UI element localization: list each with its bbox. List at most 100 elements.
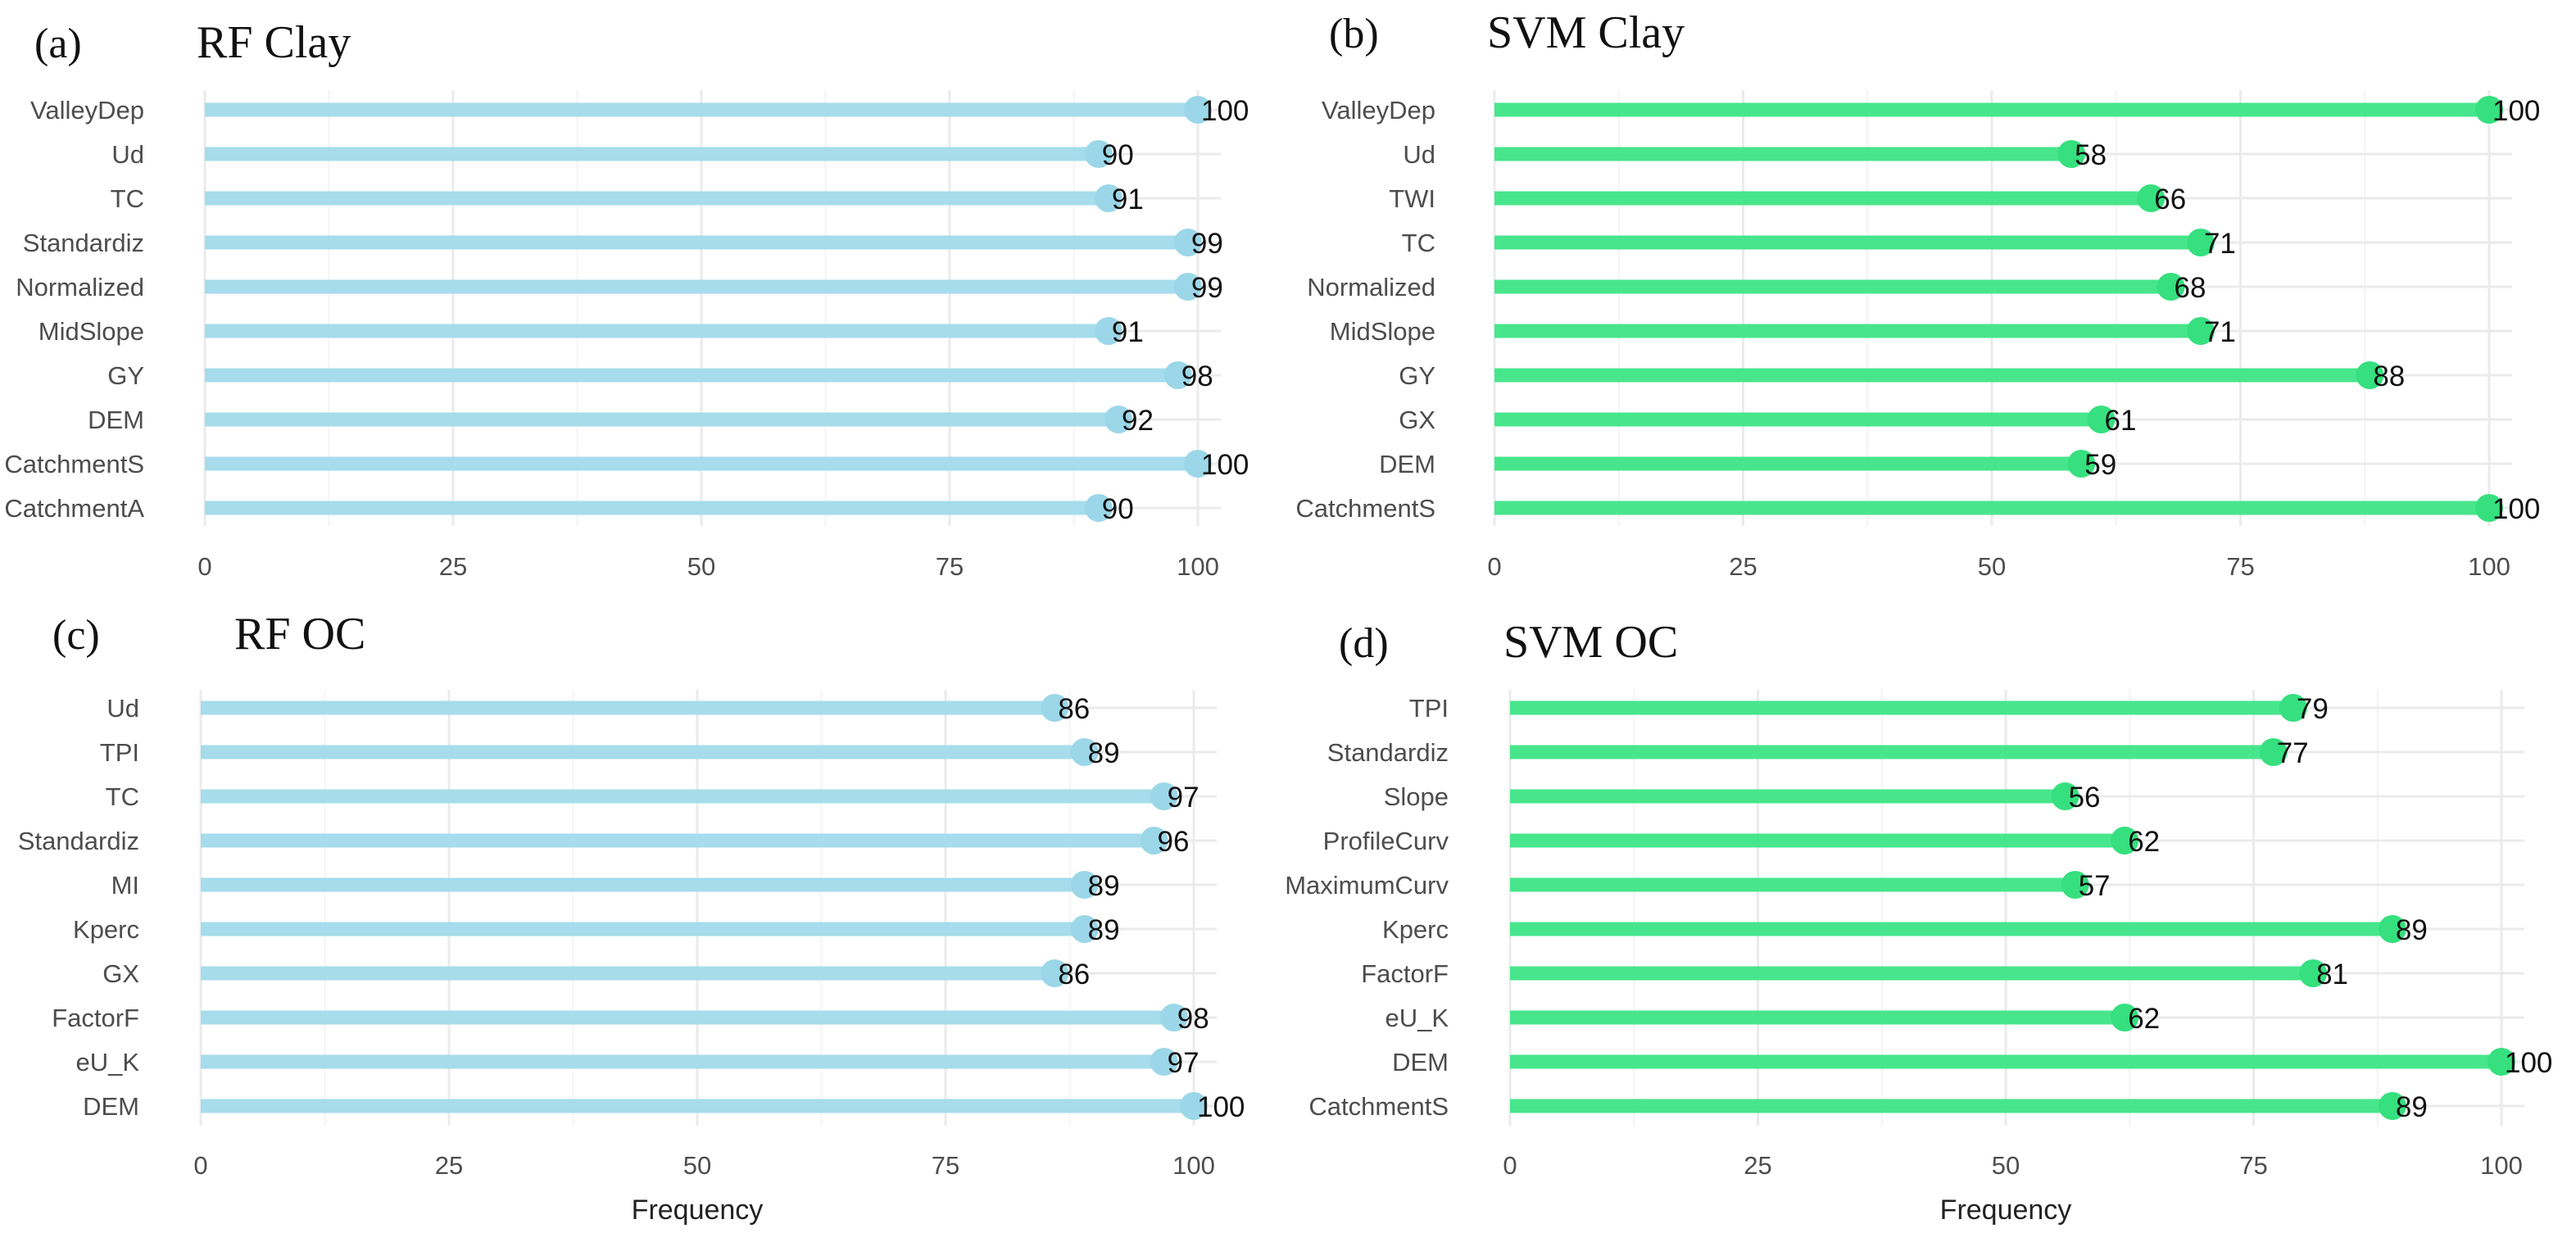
data-label: 100 <box>2492 493 2540 525</box>
data-label: 79 <box>2297 693 2329 725</box>
lollipop-point <box>2378 915 2406 943</box>
data-label: 89 <box>2396 914 2428 946</box>
lollipop-point <box>2061 871 2089 899</box>
data-label: 88 <box>2373 360 2405 392</box>
lollipop-point <box>1070 915 1099 943</box>
category-label: GY <box>107 361 144 390</box>
data-label: 57 <box>2079 870 2111 902</box>
x-tick-label: 100 <box>1172 1151 1215 1180</box>
data-label: 100 <box>1201 449 1249 481</box>
x-tick-label: 50 <box>1992 1151 2020 1180</box>
x-tick-label: 100 <box>2480 1151 2523 1180</box>
category-label: Standardiz <box>18 827 139 855</box>
category-label: MidSlope <box>1330 317 1435 346</box>
data-label: 100 <box>2492 95 2540 127</box>
category-label: ProfileCurv <box>1323 827 1449 855</box>
category-label: Kperc <box>73 915 139 944</box>
chart-title: SVM OC <box>1503 617 1678 668</box>
x-tick-label: 25 <box>439 552 467 581</box>
data-label: 90 <box>1102 493 1134 525</box>
data-label: 100 <box>1201 95 1249 127</box>
panel-d: 0 25 50 75 100 TPI 79 Standardiz 77 Slope 56 Profil… <box>1285 617 2552 1226</box>
lollipop-point <box>1173 273 1202 301</box>
data-label: 99 <box>1191 228 1223 260</box>
data-label: 56 <box>2069 782 2101 814</box>
category-label: DEM <box>83 1092 139 1121</box>
lollipop-point <box>2259 738 2288 766</box>
data-label: 89 <box>1088 870 1120 902</box>
lollipop-point <box>1140 827 1168 854</box>
x-tick-label: 0 <box>1487 552 1501 581</box>
lollipop-point <box>2067 450 2096 478</box>
x-axis-label: Frequency <box>632 1194 764 1226</box>
category-label: DEM <box>1379 450 1435 478</box>
data-label: 58 <box>2075 139 2107 171</box>
lollipop-point <box>2279 694 2307 722</box>
lollipop-point <box>2057 140 2086 168</box>
data-label: 66 <box>2154 184 2186 215</box>
category-label: Ud <box>1403 140 1435 169</box>
category-label: Ud <box>107 694 139 723</box>
lollipop-point <box>2087 406 2116 433</box>
data-label: 100 <box>1197 1091 1245 1123</box>
x-tick-label: 0 <box>1503 1151 1517 1180</box>
x-tick-label: 0 <box>193 1151 207 1180</box>
category-label: DEM <box>88 406 144 434</box>
category-label: CatchmentS <box>1308 1092 1449 1121</box>
data-label: 100 <box>2505 1047 2552 1079</box>
lollipop-point <box>2111 827 2139 854</box>
category-label: MidSlope <box>39 317 144 346</box>
data-label: 89 <box>1088 737 1120 769</box>
x-tick-label: 75 <box>932 1151 959 1180</box>
data-label: 91 <box>1112 316 1144 348</box>
category-label: ValleyDep <box>1322 96 1435 125</box>
lollipop-point <box>2488 1048 2515 1076</box>
panel-letter: (a) <box>34 20 82 67</box>
category-label: TC <box>1402 229 1435 257</box>
category-label: MaximumCurv <box>1285 871 1449 900</box>
x-axis-label: Frequency <box>1940 1194 2072 1226</box>
lollipop-point <box>1094 184 1122 212</box>
category-label: Normalized <box>1307 273 1435 301</box>
data-label: 97 <box>1168 782 1200 814</box>
lollipop-point <box>2156 273 2185 301</box>
category-label: MI <box>111 871 139 900</box>
x-tick-label: 75 <box>2226 552 2254 581</box>
data-label: 77 <box>2277 737 2309 769</box>
category-label: GY <box>1399 361 1435 390</box>
category-label: eU_K <box>1385 1004 1449 1032</box>
x-tick-label: 100 <box>2468 552 2510 581</box>
lollipop-point <box>1104 406 1133 433</box>
category-label: Kperc <box>1382 915 1449 944</box>
data-label: 71 <box>2204 316 2236 348</box>
data-label: 91 <box>1112 184 1144 215</box>
lollipop-point <box>2475 96 2503 124</box>
category-label: TC <box>106 782 139 811</box>
x-tick-label: 25 <box>1729 552 1757 581</box>
data-label: 81 <box>2316 959 2348 990</box>
data-label: 71 <box>2204 228 2236 260</box>
category-label: ValleyDep <box>30 96 144 125</box>
lollipop-point <box>1173 229 1202 256</box>
data-label: 97 <box>1168 1047 1200 1079</box>
data-label: 90 <box>1102 139 1134 171</box>
x-tick-label: 75 <box>2239 1151 2267 1180</box>
category-label: TC <box>111 184 144 213</box>
category-label: CatchmentS <box>1295 494 1435 523</box>
lollipop-point <box>2356 361 2384 389</box>
category-label: CatchmentS <box>4 450 144 478</box>
lollipop-point <box>2137 184 2166 212</box>
lollipop-point <box>2186 317 2215 345</box>
category-label: TWI <box>1389 184 1435 213</box>
data-label: 68 <box>2175 272 2206 304</box>
category-label: GX <box>1399 406 1435 434</box>
x-tick-label: 100 <box>1177 552 1219 581</box>
lollipop-point <box>1084 494 1113 522</box>
category-label: DEM <box>1392 1048 1449 1077</box>
lollipop-point <box>2475 494 2503 522</box>
data-label: 98 <box>1177 1003 1209 1035</box>
x-tick-label: 50 <box>687 552 715 581</box>
lollipop-point <box>1041 959 1069 987</box>
lollipop-point <box>1084 140 1113 168</box>
